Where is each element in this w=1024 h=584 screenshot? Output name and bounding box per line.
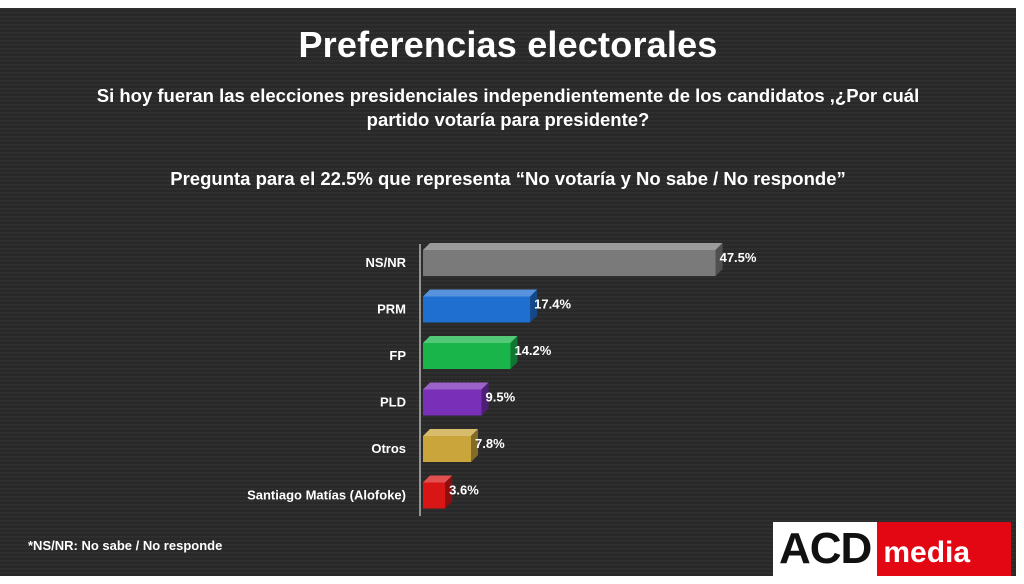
- acd-media-logo: ACD media: [773, 522, 1011, 576]
- category-label: PRM: [377, 302, 406, 317]
- logo-media-text: media: [877, 522, 1011, 576]
- bar-top-face: [423, 243, 723, 250]
- value-label: 14.2%: [514, 343, 551, 358]
- survey-question: Si hoy fueran las elecciones presidencia…: [96, 85, 920, 130]
- bar-top-face: [423, 382, 489, 390]
- bar-1: [423, 296, 531, 323]
- bar-5: [423, 482, 446, 509]
- bar-top-face: [423, 475, 453, 483]
- bar-side-face: [481, 382, 489, 416]
- bar-side-face: [530, 289, 538, 323]
- footnote: *NS/NR: No sabe / No responde: [28, 538, 223, 553]
- subgroup-note: Pregunta para el 22.5% que representa “N…: [170, 168, 846, 189]
- value-label: 3.6%: [449, 483, 479, 498]
- category-label: PLD: [380, 395, 406, 410]
- bar-chart: NS/NR 47.5% PRM 17.4% FP 14.2% PLD 9.5% Otros 7.8…: [247, 243, 757, 516]
- bar-top-face: [423, 429, 479, 436]
- bar-0: [423, 250, 716, 276]
- bar-side-face: [445, 475, 453, 509]
- category-label: NS/NR: [366, 255, 407, 270]
- value-label: 9.5%: [486, 390, 516, 405]
- bar-top-face: [423, 336, 518, 343]
- bar-side-face: [715, 243, 723, 276]
- bar-top-face: [423, 289, 538, 297]
- logo-acd-text: ACD: [773, 522, 878, 576]
- bar-4: [423, 436, 472, 462]
- page-title: Preferencias electorales: [298, 24, 718, 65]
- bar-side-face: [510, 336, 518, 369]
- bar-3: [423, 389, 482, 416]
- slide-background: Preferencias electorales Si hoy fueran l…: [0, 8, 1016, 576]
- value-label: 47.5%: [720, 250, 757, 265]
- category-label: FP: [389, 348, 406, 363]
- bar-side-face: [471, 429, 479, 462]
- category-label: Otros: [371, 441, 406, 456]
- value-label: 7.8%: [475, 436, 505, 451]
- category-label: Santiago Matías (Alofoke): [247, 488, 406, 503]
- bar-2: [423, 343, 511, 369]
- value-label: 17.4%: [534, 297, 571, 312]
